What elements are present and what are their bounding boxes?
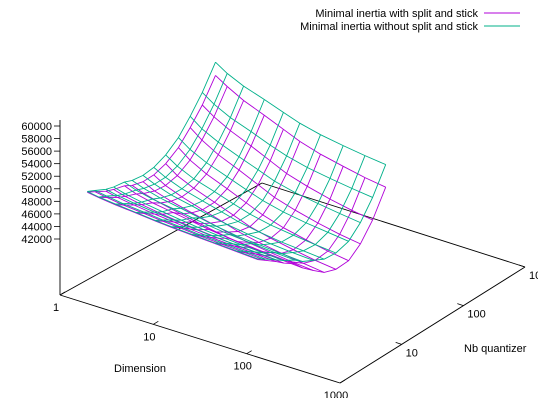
surface-0-column-line — [178, 147, 349, 262]
surface-1-row-line — [155, 112, 284, 221]
surface-1-row-line — [87, 62, 216, 192]
x-tick-label: 10 — [143, 331, 155, 343]
y-tick-label: 10 — [406, 347, 418, 359]
x-tick-label: 100 — [233, 361, 251, 373]
z-tick-label: 50000 — [21, 184, 52, 196]
surface-1-column-line — [201, 92, 373, 198]
surface-1-column-line — [113, 186, 284, 262]
nb-quantizer-axis — [339, 266, 526, 384]
x-tick-mark — [59, 291, 66, 296]
surface-0-column-line — [94, 191, 266, 261]
surface-1-column-line — [87, 191, 258, 260]
surface-1-column-line — [189, 115, 361, 224]
surface-0-column-line — [201, 104, 373, 221]
z-tick-label: 52000 — [21, 171, 52, 183]
legend-label-1: Minimal inertia without split and stick — [300, 21, 478, 33]
axis-ticks: 4200044000460004800050000520005400056000… — [21, 121, 538, 398]
z-tick-label: 48000 — [21, 196, 52, 208]
legend-label-0: Minimal inertia with split and stick — [315, 8, 478, 20]
back-edge-right — [261, 182, 526, 268]
base-plane — [59, 120, 526, 384]
surface-1-column-line — [165, 154, 337, 254]
y-tick-mark — [395, 341, 402, 345]
surface-1-column-line — [178, 137, 349, 242]
surface-1-column-line — [215, 61, 386, 166]
surface-0-column-line — [153, 174, 325, 273]
x-tick-label: 1000 — [324, 390, 348, 398]
surface-0-column-line — [124, 185, 295, 265]
y-tick-label: 1000 — [529, 270, 538, 282]
z-tick-label: 60000 — [21, 121, 52, 133]
y-tick-label: 100 — [467, 309, 485, 321]
y-tick-mark — [457, 303, 464, 307]
surface-1-column-line — [153, 167, 325, 260]
x-tick-mark — [153, 320, 159, 325]
surface-0-column-line — [189, 127, 361, 245]
legend: Minimal inertia with split and stick Min… — [300, 8, 520, 33]
back-edge-left — [59, 182, 263, 296]
surface-0-column-line — [105, 190, 277, 263]
dimension-axis — [59, 294, 341, 384]
z-tick-label: 58000 — [21, 134, 52, 146]
z-tick-label: 46000 — [21, 209, 52, 221]
z-tick-label: 44000 — [21, 221, 52, 233]
z-tick-label: 54000 — [21, 159, 52, 171]
x-tick-label: 1 — [53, 302, 59, 314]
surface-0-column-line — [165, 163, 337, 270]
z-tick-label: 42000 — [21, 234, 52, 246]
surface-0-row-line — [98, 86, 228, 199]
z-tick-label: 56000 — [21, 146, 52, 158]
surface-1 — [87, 61, 387, 262]
x-axis-title: Dimension — [114, 363, 166, 375]
surface-0-column-line — [87, 191, 258, 260]
surface-1-row-line — [236, 155, 366, 255]
surface-1-column-line — [142, 175, 314, 261]
y-axis-title: Nb quantizer — [464, 343, 527, 355]
surface-1-column-line — [124, 181, 295, 261]
surface-1-column-line — [131, 180, 303, 262]
x-tick-mark — [339, 379, 346, 384]
surface-1-column-line — [105, 188, 277, 261]
y-tick-mark — [518, 264, 526, 268]
surfaces — [87, 61, 387, 273]
surface-0-column-line — [215, 75, 386, 188]
surface-1-column-line — [94, 190, 266, 260]
x-tick-mark — [246, 350, 252, 355]
